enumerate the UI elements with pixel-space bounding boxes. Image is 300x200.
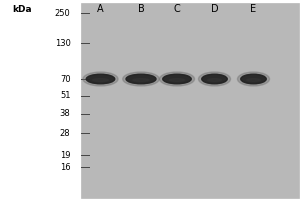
Ellipse shape <box>238 72 270 86</box>
Text: B: B <box>138 4 144 14</box>
Ellipse shape <box>163 74 191 84</box>
Ellipse shape <box>247 79 260 81</box>
Text: 51: 51 <box>60 92 70 100</box>
Ellipse shape <box>160 72 195 86</box>
Ellipse shape <box>123 72 159 86</box>
Ellipse shape <box>199 72 231 86</box>
Ellipse shape <box>202 74 227 84</box>
Text: kDa: kDa <box>13 4 32 14</box>
Ellipse shape <box>93 79 108 81</box>
Text: 38: 38 <box>60 110 70 118</box>
Text: E: E <box>250 4 256 14</box>
Text: 250: 250 <box>55 8 70 18</box>
Text: 16: 16 <box>60 162 70 171</box>
Text: D: D <box>211 4 218 14</box>
Bar <box>81 3 298 198</box>
Ellipse shape <box>133 79 149 81</box>
Text: 70: 70 <box>60 74 70 84</box>
Ellipse shape <box>126 74 156 84</box>
Text: 28: 28 <box>60 129 70 138</box>
Ellipse shape <box>169 79 185 81</box>
Text: A: A <box>97 4 104 14</box>
Ellipse shape <box>241 74 266 84</box>
Text: 130: 130 <box>55 38 70 47</box>
Ellipse shape <box>208 79 221 81</box>
Text: 19: 19 <box>60 150 70 160</box>
Ellipse shape <box>86 74 115 84</box>
Ellipse shape <box>83 72 118 86</box>
Text: C: C <box>174 4 180 14</box>
